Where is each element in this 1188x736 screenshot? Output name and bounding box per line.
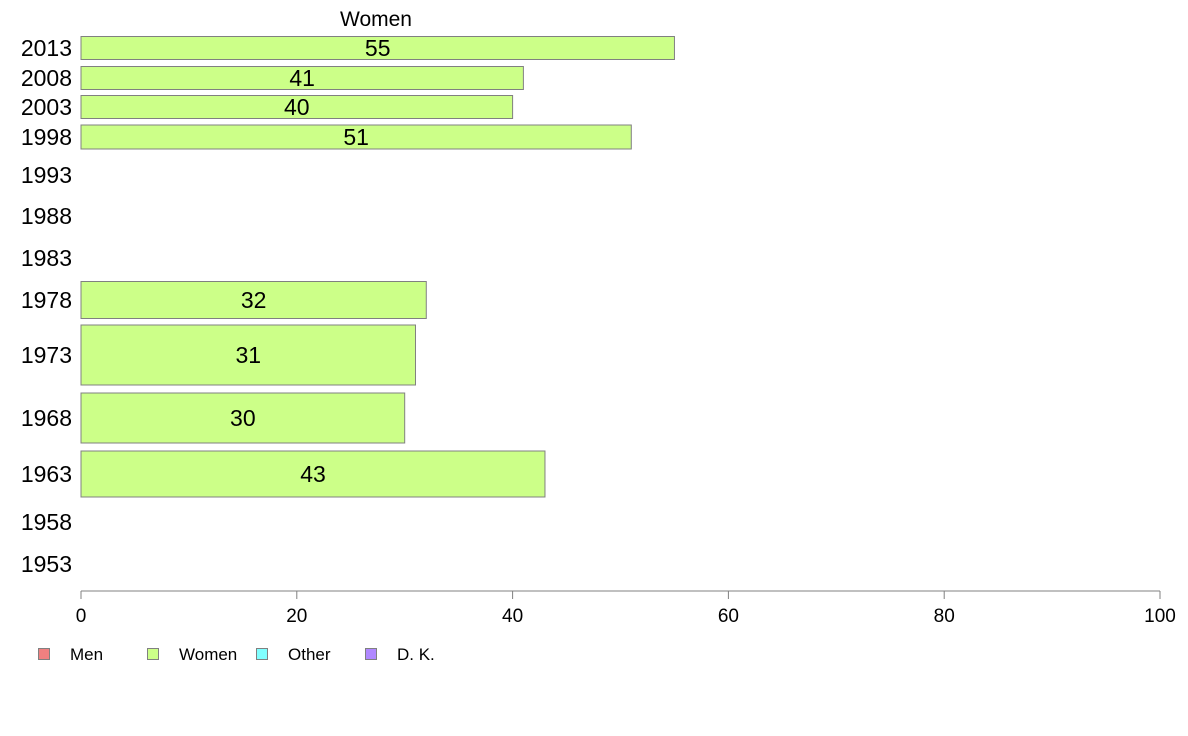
legend-swatch-men <box>38 648 50 660</box>
bar-1968 <box>80 392 406 444</box>
legend-swatch-other <box>256 648 268 660</box>
bar-2003 <box>80 95 514 119</box>
y-tick-label: 1963 <box>21 461 72 487</box>
bars <box>80 36 675 498</box>
bar-value-label-2013: 55 <box>365 35 391 61</box>
y-tick-label: 1998 <box>21 124 72 150</box>
bar-1973 <box>80 324 416 386</box>
y-tick-label: 1968 <box>21 405 72 431</box>
y-tick-label: 1973 <box>21 342 72 368</box>
bar-1963 <box>80 450 546 498</box>
y-tick-label: 2013 <box>21 35 72 61</box>
x-tick-label: 0 <box>76 606 87 627</box>
y-tick-label: 1953 <box>21 551 72 577</box>
y-tick-label: 1958 <box>21 509 72 535</box>
legend-label-other: Other <box>288 645 331 664</box>
x-tick-label: 100 <box>1144 606 1176 627</box>
y-tick-label: 1978 <box>21 287 72 313</box>
bar-value-label-2008: 41 <box>289 65 315 91</box>
bar-value-label-1978: 32 <box>241 287 267 313</box>
bar-value-label-1973: 31 <box>235 342 261 368</box>
bar-2008 <box>80 66 524 90</box>
bar-1998 <box>80 124 632 150</box>
y-axis-labels: 2013 2008 2003 1998 1993 1988 1983 1978 1973 1968… <box>21 35 72 577</box>
y-tick-label: 2003 <box>21 94 72 120</box>
bar-1978 <box>80 281 427 319</box>
bar-value-label-1968: 30 <box>230 405 256 431</box>
y-tick-label: 1983 <box>21 245 72 271</box>
bar-2013 <box>80 36 675 60</box>
bar-value-label-1963: 43 <box>300 461 326 487</box>
bar-value-label-1998: 51 <box>343 124 369 150</box>
x-tick-label: 40 <box>502 606 523 627</box>
legend-swatch-women <box>147 648 159 660</box>
x-tick-label: 20 <box>286 606 307 627</box>
y-tick-label: 2008 <box>21 65 72 91</box>
bar-value-labels: 55 41 40 51 32 31 30 43 <box>230 35 390 487</box>
x-tick-label: 80 <box>934 606 955 627</box>
legend-label-dk: D. K. <box>397 645 435 664</box>
y-tick-label: 1988 <box>21 203 72 229</box>
x-axis: 0 20 40 60 80 100 <box>76 590 1176 627</box>
legend-swatch-dk <box>365 648 377 660</box>
y-tick-label: 1993 <box>21 162 72 188</box>
x-tick-label: 60 <box>718 606 739 627</box>
legend-label-women: Women <box>179 645 238 664</box>
chart-title: Women <box>340 8 412 31</box>
bar-value-label-2003: 40 <box>284 94 310 120</box>
legend-label-men: Men <box>70 645 104 664</box>
